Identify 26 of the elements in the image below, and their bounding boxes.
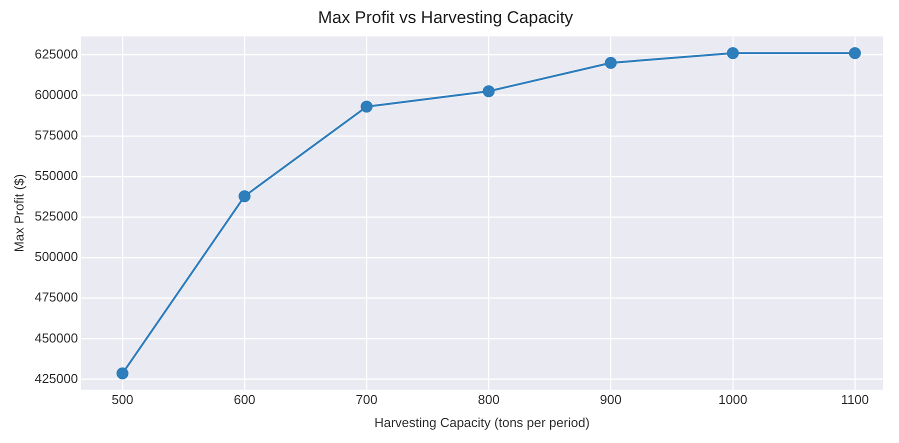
point (848, 47, 861, 60)
point (482, 85, 495, 98)
y-tick-label: 575000 (34, 127, 78, 142)
x-tick-label: 500 (112, 392, 134, 408)
y-tick-label: 625000 (34, 46, 78, 62)
point (726, 47, 739, 60)
y-tick-label: 500000 (34, 249, 78, 264)
chart-title: Max Profit vs Harvesting Capacity (318, 8, 574, 27)
x-axis-title: Harvesting Capacity (tons per period) (374, 414, 590, 430)
x-tick-label: 1100 (840, 392, 869, 408)
y-axis-title: Max Profit ($) (11, 174, 26, 252)
x-tick-label: 900 (600, 392, 622, 408)
y-tick-label: 525000 (34, 208, 78, 224)
x-tick-label: 600 (234, 392, 256, 408)
point (238, 190, 251, 202)
y-tick-label: 450000 (34, 330, 78, 346)
x-tick-label: 700 (356, 392, 378, 408)
y-tick-label: 425000 (34, 370, 78, 386)
y-tick-label: 600000 (34, 86, 78, 102)
y-tick-label: 550000 (34, 168, 78, 184)
point (604, 56, 617, 69)
point (116, 367, 128, 380)
point (360, 100, 373, 113)
x-tick-label: 1000 (718, 392, 748, 408)
y-tick-label: 475000 (34, 290, 78, 305)
x-tick-label: 800 (478, 392, 500, 408)
